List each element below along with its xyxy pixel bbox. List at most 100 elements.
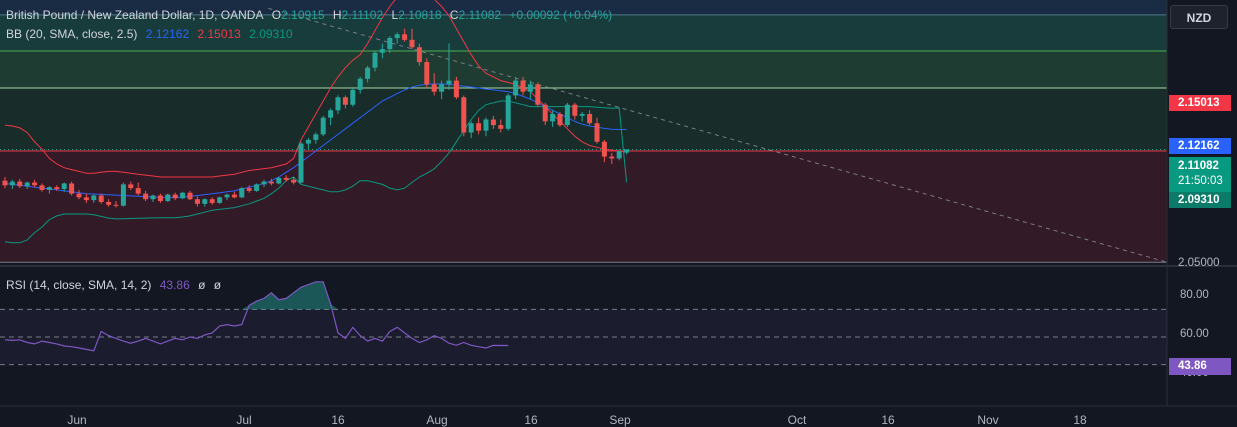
- candle-body: [372, 52, 378, 68]
- candle-body: [261, 181, 267, 185]
- candle-body: [387, 37, 393, 50]
- candle-body: [172, 194, 178, 199]
- candle-body: [120, 184, 126, 206]
- candle-body: [572, 104, 578, 116]
- candle-body: [283, 177, 289, 180]
- candle-body: [498, 125, 504, 129]
- candle-body: [291, 179, 297, 183]
- rsi-label: RSI (14, close, SMA, 14, 2): [6, 278, 152, 292]
- candle-body: [416, 47, 422, 63]
- candle-body: [298, 143, 304, 183]
- currency-button[interactable]: NZD: [1170, 5, 1228, 29]
- bb-upper-value: 2.15013: [197, 27, 241, 41]
- candle-body: [254, 184, 260, 191]
- candle-body: [83, 197, 89, 201]
- candle-body: [39, 185, 45, 190]
- candle-body: [587, 113, 593, 124]
- candle-body: [2, 180, 8, 186]
- symbol-title[interactable]: British Pound / New Zealand Dollar, 1D, …: [6, 8, 264, 22]
- x-label-jul: Jul: [236, 413, 252, 427]
- candle-body: [320, 117, 326, 135]
- fib-zone-top: [0, 0, 1167, 15]
- candle-body: [17, 181, 23, 187]
- candle-body: [106, 201, 112, 205]
- low-label: L: [391, 8, 399, 22]
- candle-body: [402, 34, 408, 40]
- candle-body: [490, 119, 496, 126]
- candle-body: [165, 194, 171, 202]
- candle-body: [305, 139, 311, 144]
- candle-body: [313, 134, 319, 140]
- rsi-value: 43.86: [159, 278, 190, 292]
- x-label-jul-16: 16: [331, 413, 345, 427]
- candle-body: [180, 192, 186, 199]
- candle-body: [61, 183, 67, 190]
- high-value: 2.11102: [341, 8, 384, 22]
- bb-lower-tag: 2.09310: [1169, 192, 1231, 208]
- x-label-nov-18: 18: [1073, 413, 1087, 427]
- candle-body: [209, 199, 215, 203]
- close-value: 2.11082: [458, 8, 502, 22]
- low-value: 2.10818: [398, 8, 442, 22]
- candle-body: [231, 194, 237, 198]
- candle-body: [246, 188, 252, 191]
- candle-body: [46, 187, 52, 190]
- last-price-tag: 2.11082 21:50:03: [1169, 157, 1231, 193]
- candle-body: [342, 97, 348, 105]
- candle-body: [527, 84, 533, 92]
- fib-zone: [0, 14, 1167, 51]
- candle-body: [157, 195, 163, 202]
- candle-body: [350, 89, 356, 105]
- candle-body: [335, 97, 341, 111]
- candle-body: [453, 80, 459, 98]
- candle-body: [609, 156, 615, 159]
- bb-lower-line: [4, 100, 628, 244]
- rsi-tick-80: 80.00: [1180, 289, 1209, 301]
- candle-body: [394, 34, 400, 38]
- candle-body: [135, 188, 141, 194]
- candle-body: [542, 104, 548, 122]
- last-price-value: 2.11082: [1178, 160, 1219, 172]
- bb-legend[interactable]: BB (20, SMA, close, 2.5) 2.12162 2.15013…: [6, 27, 298, 41]
- candle-body: [468, 123, 474, 133]
- candle-body: [150, 195, 156, 200]
- x-label-sep: Sep: [609, 413, 631, 427]
- bb-label: BB (20, SMA, close, 2.5): [6, 27, 138, 41]
- candle-body: [579, 113, 585, 116]
- price-tick: 2.05000: [1178, 257, 1220, 269]
- rsi-line: [4, 281, 509, 352]
- rsi-dash-1: ø: [198, 278, 206, 292]
- candle-body: [143, 193, 149, 200]
- candle-body: [624, 149, 630, 153]
- open-label: O: [271, 8, 282, 22]
- bb-upper-tag: 2.15013: [1169, 95, 1231, 111]
- candle-body: [461, 97, 467, 133]
- candle-body: [513, 80, 519, 96]
- candle-body: [594, 123, 600, 142]
- x-label-jun: Jun: [67, 413, 87, 427]
- candle-body: [557, 113, 563, 126]
- candle-body: [76, 193, 82, 198]
- fib-zone: [0, 88, 1167, 152]
- rsi-overbought-fill: [5, 281, 509, 310]
- fib-zone: [0, 151, 1167, 263]
- rsi-dash-2: ø: [213, 278, 222, 292]
- candle-body: [505, 95, 511, 129]
- candle-body: [276, 177, 282, 184]
- candle-body: [69, 183, 75, 194]
- x-label-aug-16: 16: [524, 413, 538, 427]
- candle-body: [32, 182, 38, 186]
- candle-body: [409, 39, 415, 48]
- candle-body: [224, 194, 230, 198]
- rsi-legend[interactable]: RSI (14, close, SMA, 14, 2) 43.86 ø ø: [6, 278, 226, 292]
- x-label-nov: Nov: [977, 413, 999, 427]
- chart-header: British Pound / New Zealand Dollar, 1D, …: [6, 8, 617, 22]
- candle-body: [379, 49, 385, 53]
- fib-zone: [0, 50, 1167, 89]
- candle-body: [431, 84, 437, 92]
- x-label-oct: Oct: [787, 413, 807, 427]
- candle-body: [476, 123, 482, 131]
- candle-body: [9, 181, 15, 186]
- candle-body: [54, 187, 60, 190]
